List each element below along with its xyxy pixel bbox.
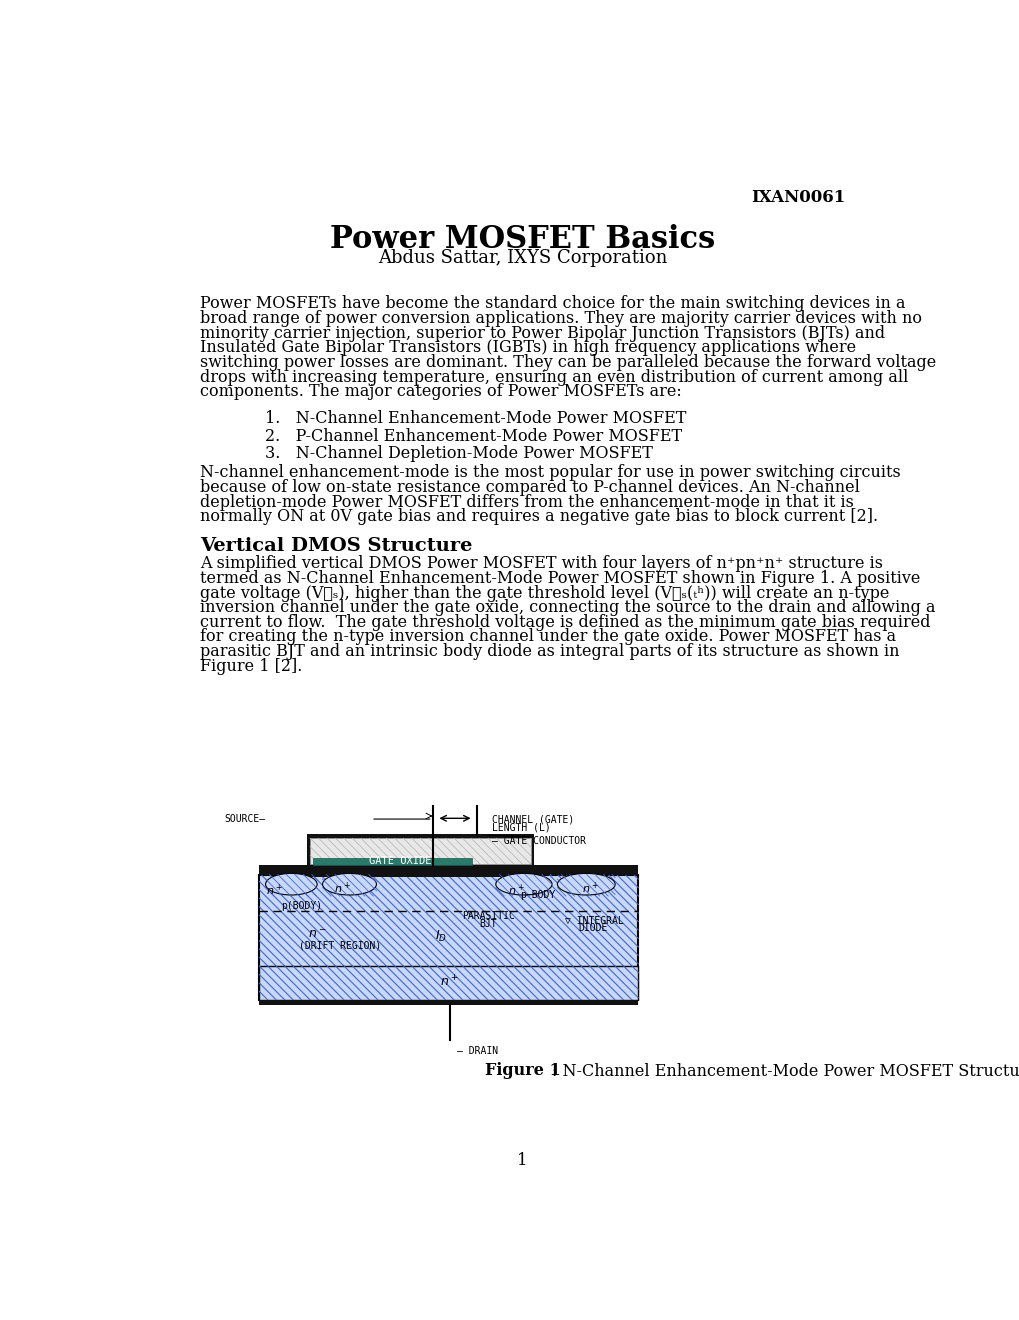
Text: minority carrier injection, superior to Power Bipolar Junction Transistors (BJTs: minority carrier injection, superior to … [200,325,884,342]
Ellipse shape [265,874,317,895]
Ellipse shape [495,874,551,895]
Bar [259,866,638,875]
Text: gate voltage (Vᵲₛ), higher than the gate threshold level (Vᵲₛ(ₜʰ)) will create a: gate voltage (Vᵲₛ), higher than the gate… [200,585,889,602]
Ellipse shape [556,874,614,895]
Text: Figure 1: Figure 1 [484,1061,560,1078]
Text: A simplified vertical DMOS Power MOSFET with four layers of n⁺pn⁺n⁺ structure is: A simplified vertical DMOS Power MOSFET … [200,556,882,573]
Text: SOURCE—: SOURCE— [224,814,265,825]
Text: depletion-mode Power MOSFET differs from the enhancement-mode in that it is: depletion-mode Power MOSFET differs from… [200,494,853,511]
Text: because of low on-state resistance compared to P-channel devices. An N-channel: because of low on-state resistance compa… [200,479,859,496]
Text: Vertical DMOS Structure: Vertical DMOS Structure [200,537,472,554]
Text: $n^+$: $n^+$ [439,974,458,989]
Text: (DRIFT REGION): (DRIFT REGION) [299,941,381,950]
Text: IXAN0061: IXAN0061 [750,189,845,206]
Bar [313,858,472,866]
Text: DIODE: DIODE [578,923,607,933]
Text: CHANNEL (GATE): CHANNEL (GATE) [491,814,574,825]
Bar [307,834,534,876]
Bar [259,874,638,1001]
Text: $n^-$: $n^-$ [308,928,326,941]
Text: components. The major categories of Power MOSFETs are:: components. The major categories of Powe… [200,383,682,400]
Text: N-channel enhancement-mode is the most popular for use in power switching circui: N-channel enhancement-mode is the most p… [200,465,900,482]
Bar [259,966,638,1001]
Text: parasitic BJT and an intrinsic body diode as integral parts of its structure as : parasitic BJT and an intrinsic body diod… [200,643,899,660]
Text: drops with increasing temperature, ensuring an even distribution of current amon: drops with increasing temperature, ensur… [200,368,908,385]
Text: $n^+$: $n^+$ [507,882,525,898]
Bar [310,838,531,863]
Text: ▽ INTEGRAL: ▽ INTEGRAL [565,915,624,925]
Text: Figure 1 [2].: Figure 1 [2]. [200,657,303,675]
Text: 1: 1 [517,1151,528,1168]
Text: Power MOSFET Basics: Power MOSFET Basics [330,224,714,255]
Text: p(BODY): p(BODY) [281,900,322,911]
Text: LENGTH (L): LENGTH (L) [491,822,550,832]
Text: $n^+$: $n^+$ [582,880,598,896]
Text: p−BODY: p−BODY [520,890,555,900]
Text: — DRAIN: — DRAIN [457,1047,498,1056]
Text: termed as N-Channel Enhancement-Mode Power MOSFET shown in Figure 1. A positive: termed as N-Channel Enhancement-Mode Pow… [200,570,919,587]
Text: switching power losses are dominant. They can be paralleled because the forward : switching power losses are dominant. The… [200,354,935,371]
Text: Power MOSFETs have become the standard choice for the main switching devices in : Power MOSFETs have become the standard c… [200,296,905,313]
Text: 1.   N-Channel Enhancement-Mode Power MOSFET: 1. N-Channel Enhancement-Mode Power MOSF… [265,411,686,428]
Text: : N-Channel Enhancement-Mode Power MOSFET Structure [2]: : N-Channel Enhancement-Mode Power MOSFE… [551,1061,1019,1078]
Text: Abdus Sattar, IXYS Corporation: Abdus Sattar, IXYS Corporation [378,249,666,267]
Ellipse shape [322,874,376,895]
Text: FIELD OXIDE: FIELD OXIDE [385,843,454,854]
Text: BJT: BJT [479,919,496,929]
Text: for creating the n-type inversion channel under the gate oxide. Power MOSFET has: for creating the n-type inversion channe… [200,628,896,645]
Text: — GATE CONDUCTOR: — GATE CONDUCTOR [491,836,585,846]
Text: $n^+$: $n^+$ [266,882,283,898]
Text: 3.   N-Channel Depletion-Mode Power MOSFET: 3. N-Channel Depletion-Mode Power MOSFET [265,445,652,462]
Text: PARASITIC: PARASITIC [462,911,514,921]
Text: current to flow.  The gate threshold voltage is defined as the minimum gate bias: current to flow. The gate threshold volt… [200,614,929,631]
Text: Insulated Gate Bipolar Transistors (IGBTs) in high frequency applications where: Insulated Gate Bipolar Transistors (IGBT… [200,339,855,356]
Text: $n^+$: $n^+$ [334,880,351,896]
Text: 2.   P-Channel Enhancement-Mode Power MOSFET: 2. P-Channel Enhancement-Mode Power MOSF… [265,428,682,445]
Bar [259,1001,638,1006]
Text: broad range of power conversion applications. They are majority carrier devices : broad range of power conversion applicat… [200,310,921,327]
Text: normally ON at 0V gate bias and requires a negative gate bias to block current [: normally ON at 0V gate bias and requires… [200,508,877,525]
Text: $I_D$: $I_D$ [435,928,446,944]
Text: GATE OXIDE: GATE OXIDE [369,855,431,866]
Text: inversion channel under the gate oxide, connecting the source to the drain and a: inversion channel under the gate oxide, … [200,599,934,616]
